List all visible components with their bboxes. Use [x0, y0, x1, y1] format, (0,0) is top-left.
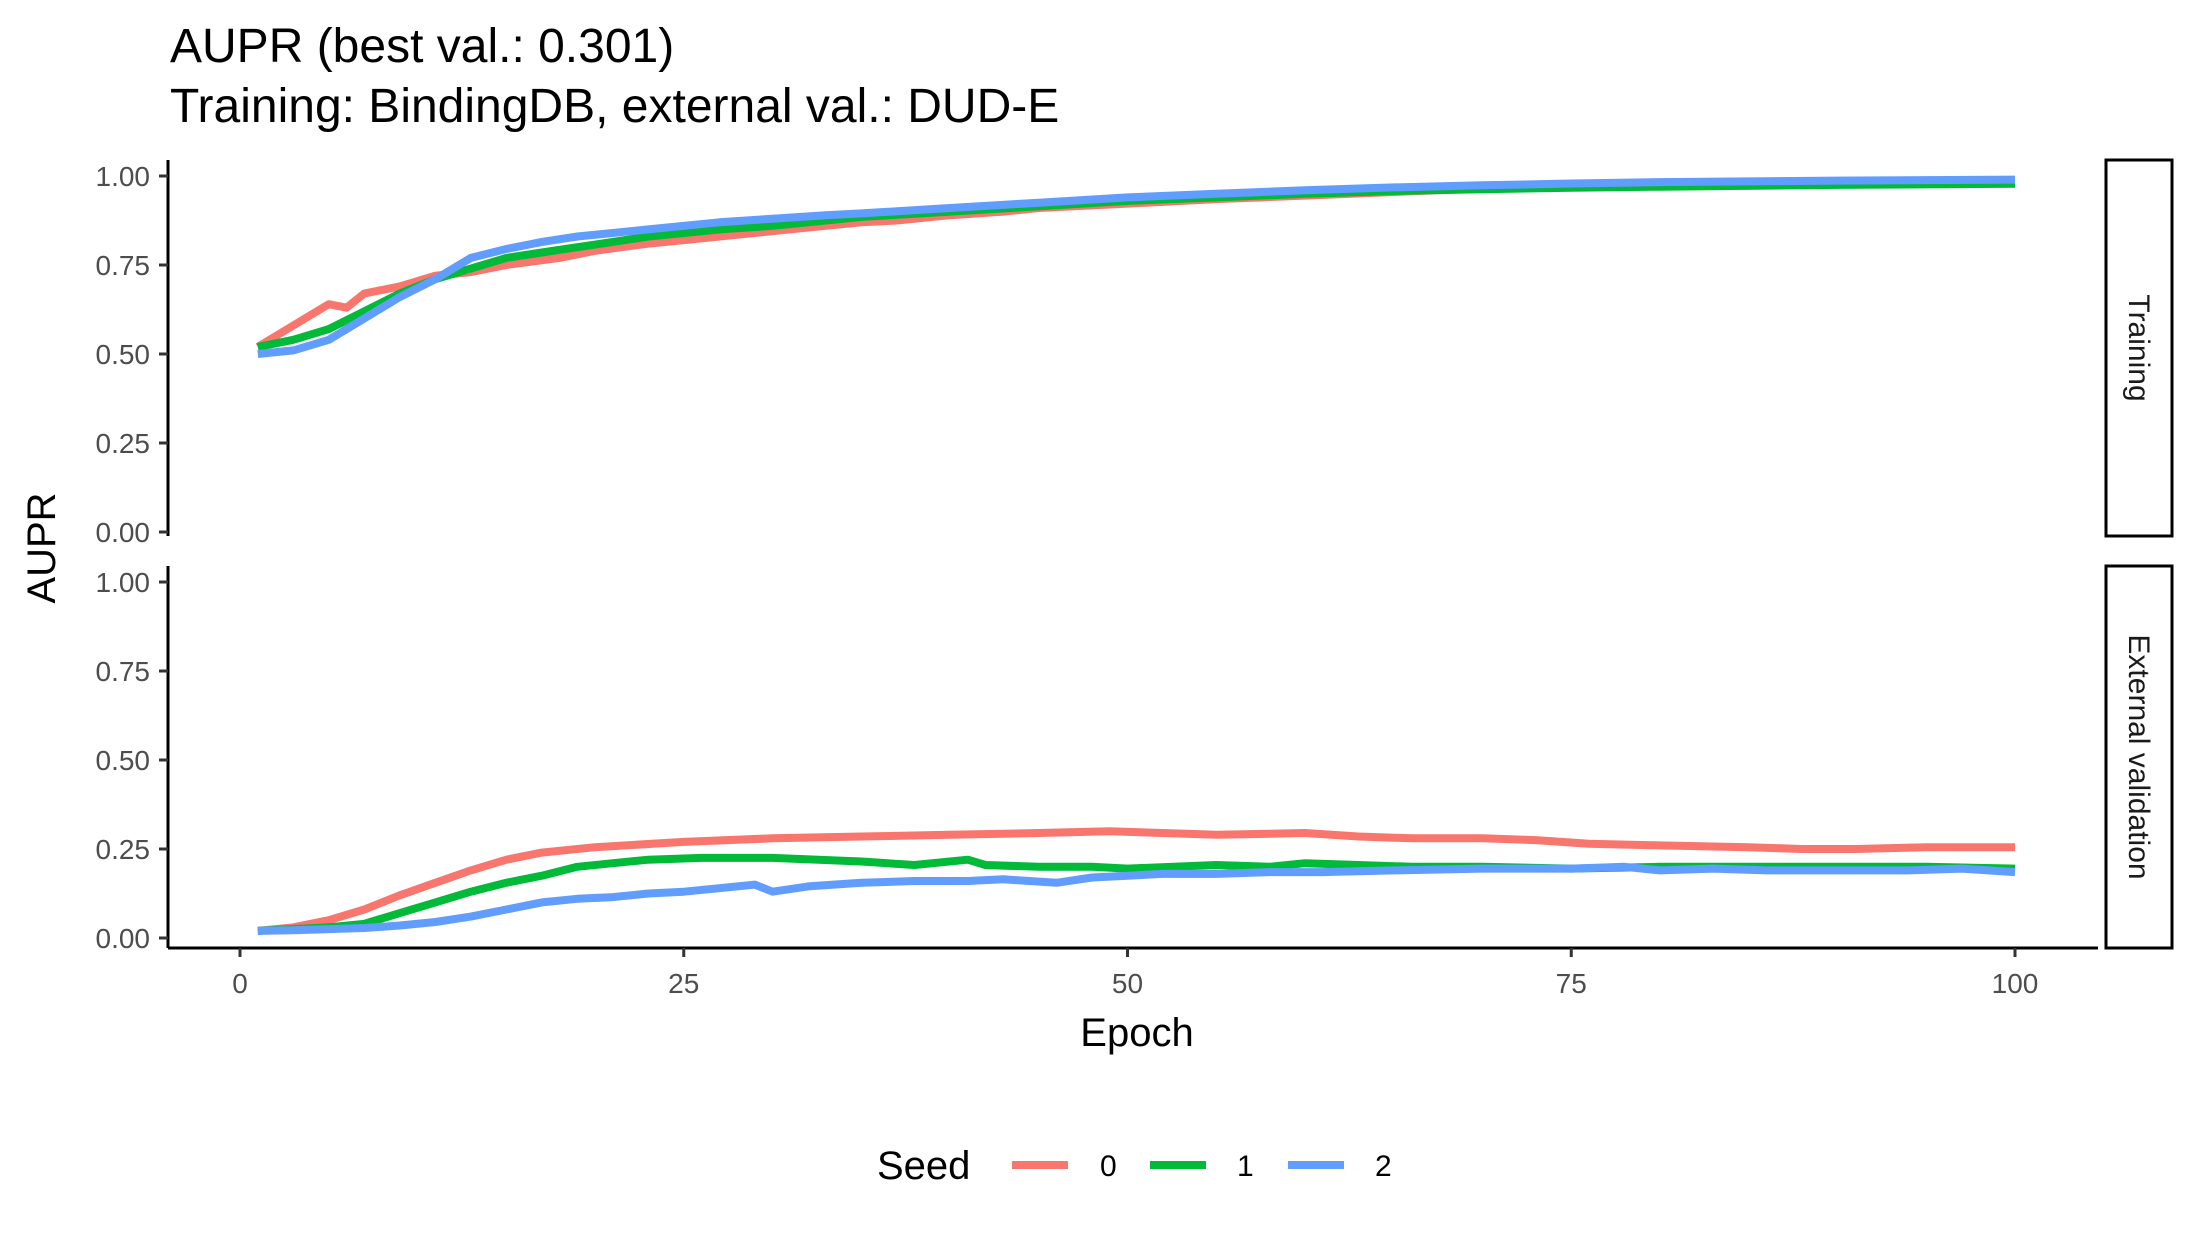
facet-strip-label: Training — [2122, 294, 2155, 401]
legend-title: Seed — [877, 1144, 970, 1188]
y-tick-label: 0.75 — [96, 656, 151, 687]
x-axis-title: Epoch — [1080, 1011, 1193, 1055]
x-tick-label: 25 — [668, 968, 699, 999]
facet-strip-training — [2104, 158, 2174, 538]
y-tick-label: 0.25 — [96, 834, 151, 865]
y-tick-label: 0.00 — [96, 923, 151, 954]
y-tick-label: 1.00 — [96, 567, 151, 598]
chart-subtitle: Training: BindingDB, external val.: DUD-… — [170, 80, 1059, 133]
legend-label-seed-2: 2 — [1375, 1150, 1392, 1183]
series-line-seed-2 — [257, 175, 2016, 358]
x-tick-label: 75 — [1556, 968, 1587, 999]
x-tick-label: 100 — [1992, 968, 2039, 999]
panel-external-validation: 0.00 0.25 0.50 0.75 1.00 External validation — [96, 564, 2174, 954]
y-tick-label: 0.00 — [96, 517, 151, 548]
facet-strip-external-validation — [2104, 564, 2174, 950]
y-tick-label: 0.25 — [96, 428, 151, 459]
x-tick-label: 50 — [1112, 968, 1143, 999]
y-tick-label: 0.50 — [96, 339, 151, 370]
y-tick-label: 0.75 — [96, 250, 151, 281]
series-line-seed-2 — [257, 862, 2016, 935]
facet-strip-label: External validation — [2122, 634, 2155, 879]
plot-layer: 0.00 0.25 0.50 0.75 1.00 Training 0.00 0.25 0.50… — [96, 158, 2174, 999]
y-axis-title: AUPR — [20, 492, 64, 603]
legend: Seed 0 1 2 — [877, 1144, 1392, 1188]
series-line-seed-0 — [257, 827, 2015, 935]
legend-label-seed-1: 1 — [1237, 1150, 1254, 1183]
x-tick-label: 0 — [232, 968, 248, 999]
y-tick-label: 1.00 — [96, 161, 151, 192]
chart-title: AUPR (best val.: 0.301) — [170, 20, 674, 73]
y-tick-label: 0.50 — [96, 745, 151, 776]
panel-training: 0.00 0.25 0.50 0.75 1.00 Training — [96, 158, 2174, 548]
legend-label-seed-0: 0 — [1100, 1150, 1117, 1183]
